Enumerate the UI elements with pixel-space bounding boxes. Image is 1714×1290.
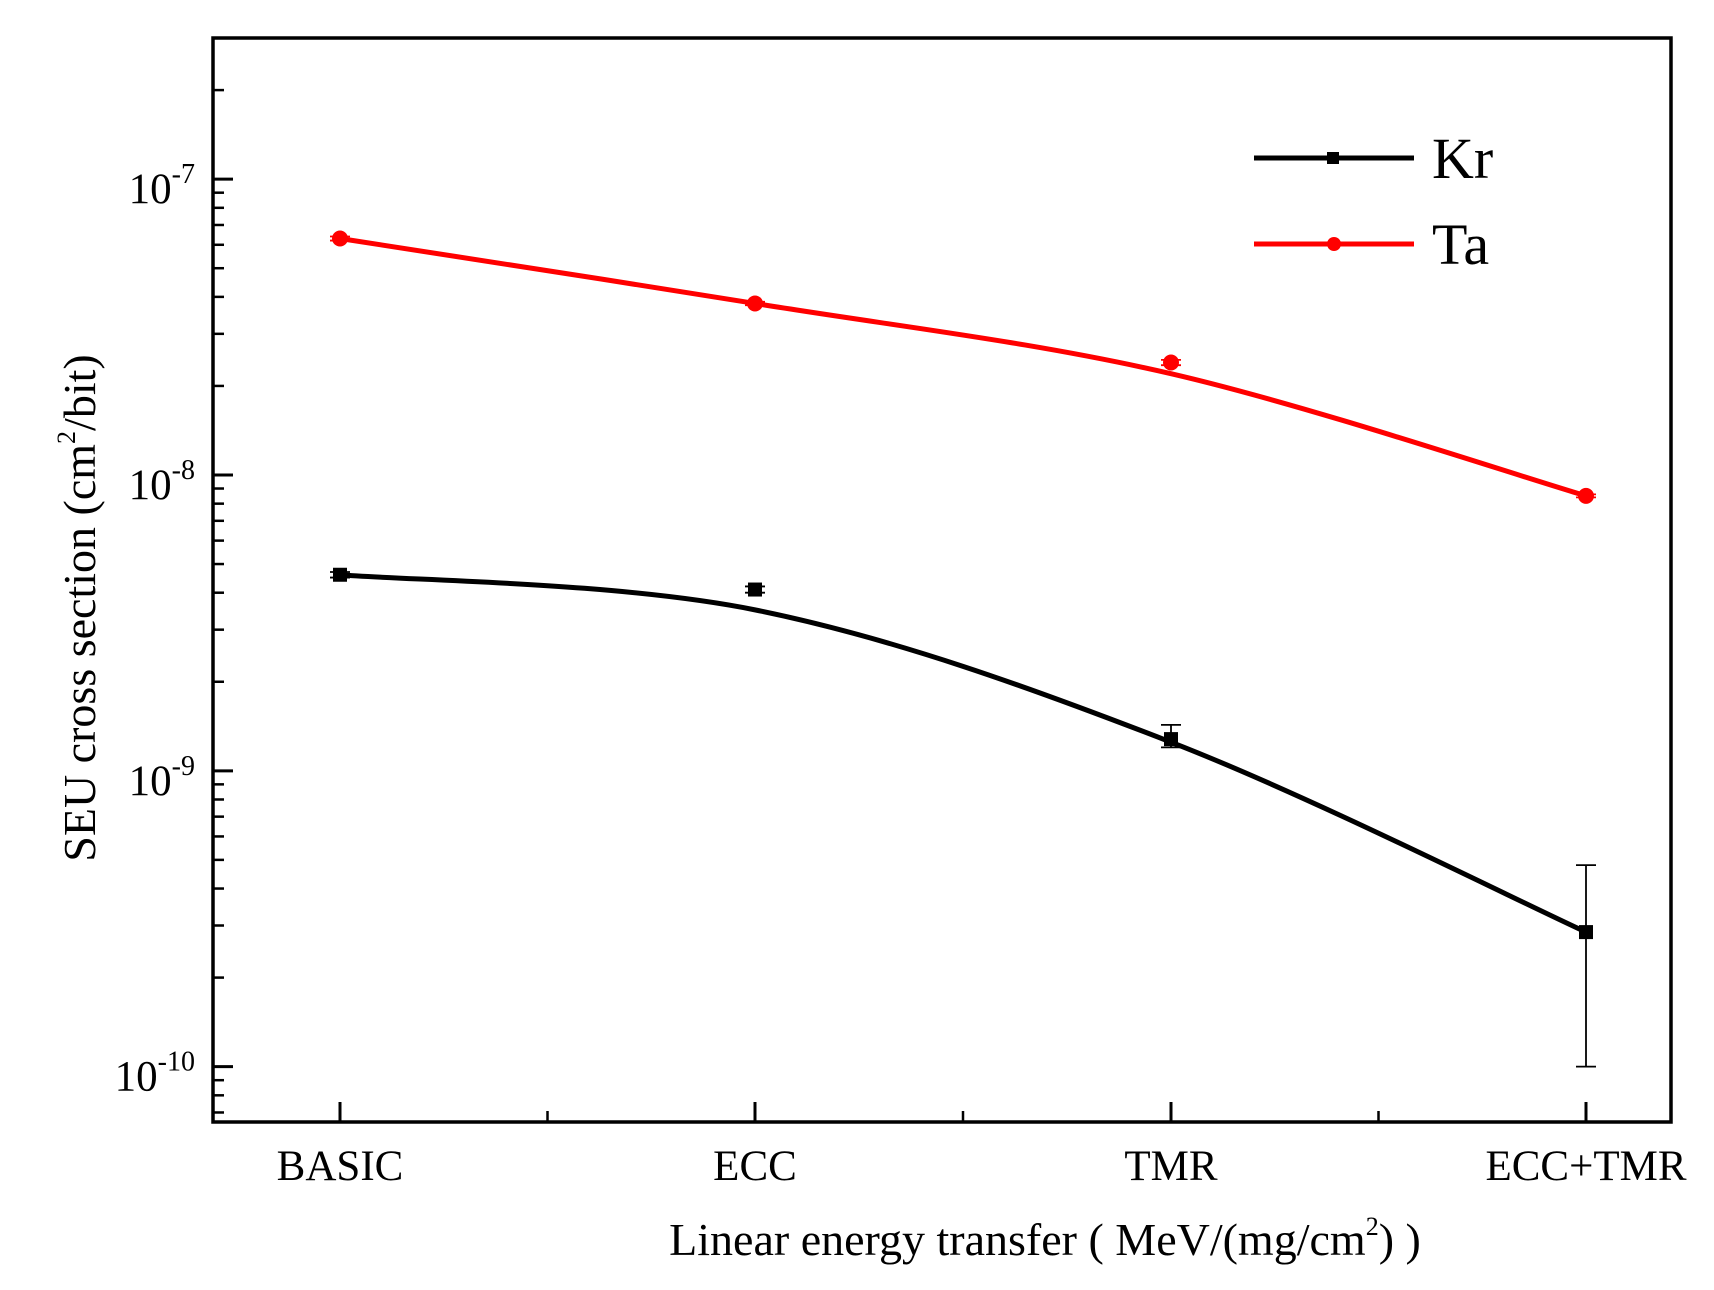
x-tick-labels: BASIC ECC TMR ECC+TMR (277, 1143, 1687, 1190)
legend: Kr Ta (1254, 126, 1493, 277)
legend-item-ta: Ta (1254, 212, 1489, 277)
data-point-ta (1163, 354, 1179, 371)
y-axis-title: SEU cross section (cm2/bit) (52, 354, 105, 861)
data-point-ta (332, 230, 348, 247)
y-major-ticks (213, 177, 233, 1069)
legend-marker (1327, 152, 1339, 164)
y-axis-title-sup: 2 (52, 431, 81, 444)
legend-label: Ta (1432, 212, 1489, 277)
data-point-kr (748, 582, 762, 597)
y-tick-label: 10-8 (129, 455, 195, 509)
y-tick-label-exponent: -8 (172, 455, 195, 486)
y-tick-label-exponent: -9 (172, 751, 195, 782)
series-ta (330, 230, 1596, 504)
data-point-kr (1164, 732, 1178, 747)
data-point-ta (1578, 487, 1594, 504)
x-axis-title: Linear energy transfer ( MeV/(mg/cm2) ) (669, 1212, 1421, 1265)
x-axis-title-main: Linear energy transfer ( MeV/(mg/cm (669, 1214, 1366, 1265)
x-tick-label: ECC (713, 1143, 797, 1190)
series-kr (330, 567, 1596, 1068)
y-tick-label: 10-7 (129, 159, 195, 213)
y-tick-label-base: 10 (129, 166, 172, 213)
x-tick-label: ECC+TMR (1485, 1143, 1686, 1190)
y-minor-ticks (213, 36, 224, 1114)
y-tick-label-base: 10 (129, 462, 172, 509)
data-point-kr (333, 567, 347, 582)
y-axis-title-main: SEU cross section (cm (54, 444, 105, 862)
legend-marker (1327, 237, 1341, 251)
y-tick-label: 10-10 (115, 1047, 195, 1101)
series-line-ta (339, 236, 1587, 499)
series-line-kr (339, 572, 1588, 935)
y-tick-label-exponent: -7 (172, 159, 195, 190)
y-tick-label-base: 10 (129, 758, 172, 805)
x-tick-label: BASIC (277, 1143, 404, 1190)
data-point-ta (747, 295, 763, 312)
y-axis-title-tail: /bit) (54, 354, 105, 431)
legend-item-kr: Kr (1254, 126, 1493, 191)
y-tick-label-base: 10 (115, 1054, 158, 1101)
x-tick-label: TMR (1124, 1143, 1218, 1190)
x-ticks (338, 1102, 1588, 1122)
data-point-kr (1579, 925, 1593, 940)
plot-frame (211, 36, 1673, 1124)
y-tick-label-exponent: -10 (158, 1047, 195, 1078)
series-layer (330, 230, 1596, 1068)
plot-border (211, 36, 1673, 1124)
legend-label: Kr (1432, 126, 1493, 191)
y-tick-label: 10-9 (129, 751, 195, 805)
x-axis-title-sup: 2 (1366, 1212, 1379, 1241)
x-axis-title-tail: ) ) (1379, 1214, 1421, 1265)
